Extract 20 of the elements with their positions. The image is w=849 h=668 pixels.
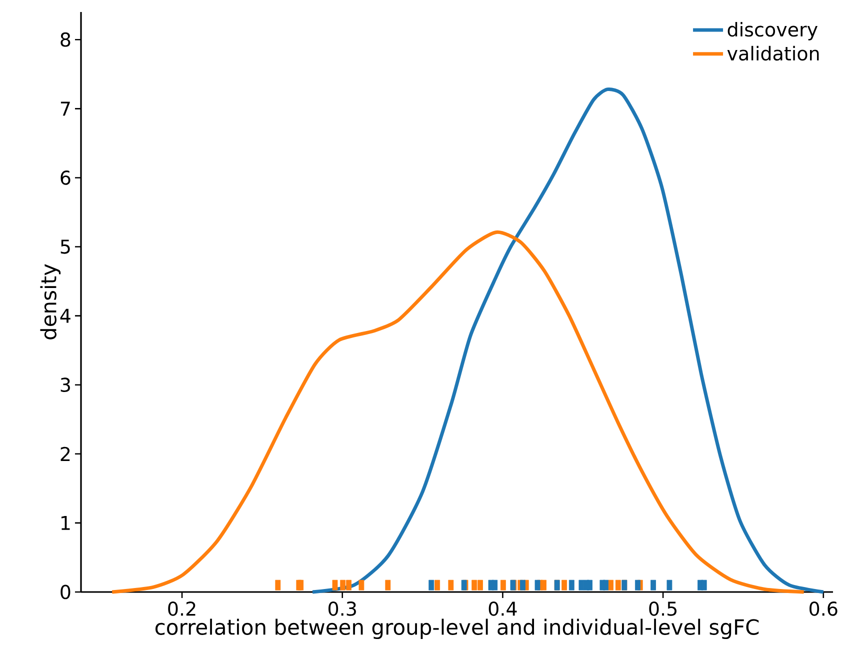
x-axis-title: correlation between group-level and individual-level sgFC xyxy=(155,618,759,640)
x-tick-label: 0.4 xyxy=(488,602,517,616)
y-tick-label: 2 xyxy=(60,446,70,461)
y-tick-label: 5 xyxy=(60,240,70,254)
legend-label: discovery xyxy=(728,22,818,40)
y-tick-label: 0 xyxy=(60,584,70,600)
y-tick-label: 6 xyxy=(60,170,70,185)
line-series xyxy=(110,230,806,594)
y-axis-title: density xyxy=(40,264,61,340)
x-tick-label: 0.2 xyxy=(168,602,196,616)
x-tick-label: 0.3 xyxy=(328,602,356,616)
y-tick-label: 7 xyxy=(60,102,70,116)
legend-label: validation xyxy=(727,46,819,61)
x-tick-label: 0.5 xyxy=(649,602,676,616)
x-tick-label: 0.6 xyxy=(810,602,838,616)
y-tick-label: 8 xyxy=(60,32,70,47)
y-tick-label: 4 xyxy=(60,308,70,323)
y-tick-label: 3 xyxy=(60,378,70,392)
line-series xyxy=(310,88,826,594)
y-tick-label: 1 xyxy=(61,516,70,530)
